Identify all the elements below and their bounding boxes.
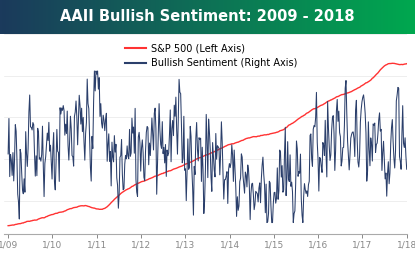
Text: AAII Bullish Sentiment: 2009 - 2018: AAII Bullish Sentiment: 2009 - 2018	[60, 9, 355, 24]
Legend: S&P 500 (Left Axis), Bullish Sentiment (Right Axis): S&P 500 (Left Axis), Bullish Sentiment (…	[122, 41, 300, 71]
